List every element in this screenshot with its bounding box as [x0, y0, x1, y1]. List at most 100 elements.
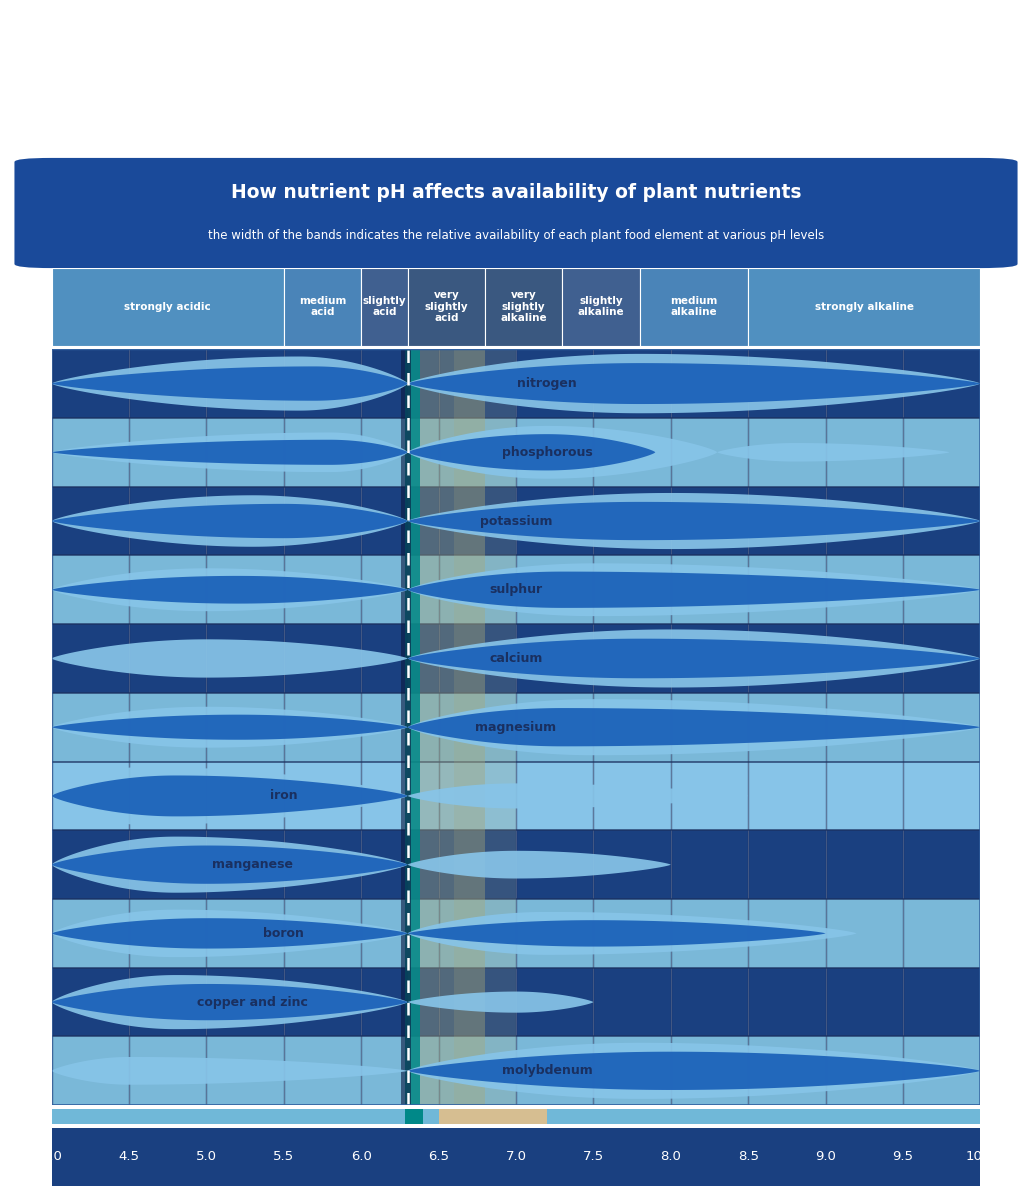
Polygon shape: [52, 569, 408, 611]
Polygon shape: [52, 576, 408, 604]
Bar: [52, 418, 980, 487]
Polygon shape: [52, 918, 408, 948]
Text: How nutrient pH affects availability of plant nutrients: How nutrient pH affects availability of …: [231, 184, 801, 202]
Bar: [52, 487, 980, 556]
Text: manganese: manganese: [213, 858, 293, 871]
Polygon shape: [52, 707, 408, 748]
Polygon shape: [52, 496, 408, 547]
Polygon shape: [52, 976, 408, 1030]
Text: slightly
alkaline: slightly alkaline: [578, 296, 624, 318]
Polygon shape: [52, 432, 408, 472]
Text: medium
acid: medium acid: [299, 296, 346, 318]
Bar: [52, 692, 980, 762]
Polygon shape: [52, 836, 408, 893]
Bar: [52, 1037, 980, 1105]
Text: magnesium: magnesium: [476, 721, 556, 733]
Bar: [408, 268, 485, 346]
Polygon shape: [408, 638, 980, 678]
Text: 8.5: 8.5: [738, 1151, 759, 1163]
Polygon shape: [408, 851, 671, 878]
Bar: [52, 624, 980, 692]
Bar: [454, 349, 516, 1105]
FancyBboxPatch shape: [14, 158, 1018, 268]
Text: very
slightly
alkaline: very slightly alkaline: [501, 290, 547, 323]
Polygon shape: [717, 443, 949, 462]
Polygon shape: [408, 708, 980, 746]
Text: iron: iron: [270, 790, 297, 803]
Bar: [52, 268, 284, 346]
Bar: [640, 268, 748, 346]
Polygon shape: [408, 563, 980, 616]
Text: phosphorous: phosphorous: [502, 445, 592, 458]
Polygon shape: [408, 912, 857, 955]
Polygon shape: [408, 571, 980, 608]
Polygon shape: [408, 364, 980, 404]
Polygon shape: [52, 356, 408, 410]
Polygon shape: [52, 846, 408, 883]
Polygon shape: [408, 920, 826, 947]
Bar: [361, 268, 408, 346]
Text: 10.0: 10.0: [966, 1151, 995, 1163]
Bar: [439, 1109, 547, 1124]
Text: 9.0: 9.0: [815, 1151, 836, 1163]
Polygon shape: [52, 984, 408, 1020]
Text: boron: boron: [263, 926, 304, 940]
Bar: [405, 349, 420, 1105]
Polygon shape: [408, 493, 980, 550]
Text: 5.5: 5.5: [273, 1151, 294, 1163]
Text: potassium: potassium: [480, 515, 552, 528]
Polygon shape: [408, 354, 980, 413]
Bar: [52, 556, 980, 624]
Text: strongly acidic: strongly acidic: [124, 301, 212, 312]
Bar: [485, 268, 562, 346]
Bar: [562, 268, 640, 346]
Bar: [408, 349, 485, 1105]
Polygon shape: [52, 910, 408, 958]
Text: 6.5: 6.5: [428, 1151, 449, 1163]
Text: the width of the bands indicates the relative availability of each plant food el: the width of the bands indicates the rel…: [207, 229, 825, 242]
Text: 6.0: 6.0: [351, 1151, 372, 1163]
FancyBboxPatch shape: [44, 1126, 989, 1188]
Text: molybdenum: molybdenum: [502, 1064, 592, 1078]
Text: 9.5: 9.5: [893, 1151, 913, 1163]
Bar: [284, 268, 361, 346]
Text: copper and zinc: copper and zinc: [197, 996, 309, 1009]
Text: very
slightly
acid: very slightly acid: [424, 290, 469, 323]
Text: nitrogen: nitrogen: [517, 377, 577, 390]
Bar: [748, 268, 980, 346]
Bar: [52, 899, 980, 967]
Polygon shape: [408, 502, 980, 540]
Text: calcium: calcium: [489, 652, 543, 665]
Bar: [52, 830, 980, 899]
Polygon shape: [52, 439, 408, 464]
Polygon shape: [52, 640, 408, 678]
Polygon shape: [408, 1043, 980, 1099]
Text: 7.5: 7.5: [583, 1151, 604, 1163]
Bar: [52, 349, 980, 418]
Polygon shape: [52, 775, 408, 816]
Text: slightly
acid: slightly acid: [362, 296, 407, 318]
Polygon shape: [52, 366, 408, 401]
Text: 7.0: 7.0: [506, 1151, 526, 1163]
Text: 5.0: 5.0: [196, 1151, 217, 1163]
Polygon shape: [52, 767, 408, 824]
Polygon shape: [408, 426, 717, 479]
Text: sulphur: sulphur: [489, 583, 543, 596]
Polygon shape: [52, 1057, 408, 1085]
Text: 8.0: 8.0: [660, 1151, 681, 1163]
Polygon shape: [52, 715, 408, 739]
Polygon shape: [408, 991, 593, 1013]
Text: 4.5: 4.5: [119, 1151, 139, 1163]
Polygon shape: [408, 434, 655, 470]
Bar: [52, 967, 980, 1037]
Bar: [401, 349, 411, 1105]
Bar: [52, 762, 980, 830]
Polygon shape: [408, 1051, 980, 1090]
Text: strongly alkaline: strongly alkaline: [815, 301, 913, 312]
Polygon shape: [408, 630, 980, 688]
Text: 4.0: 4.0: [41, 1151, 62, 1163]
Polygon shape: [408, 784, 748, 809]
Text: medium
alkaline: medium alkaline: [671, 296, 717, 318]
Polygon shape: [408, 700, 980, 755]
Polygon shape: [52, 504, 408, 538]
